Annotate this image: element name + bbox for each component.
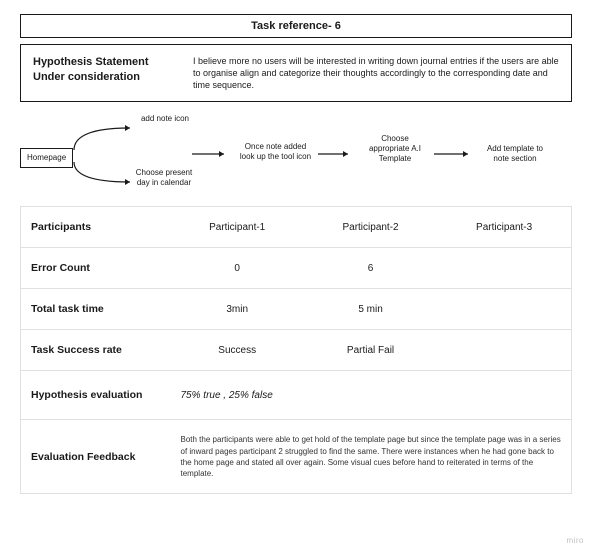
flow-node-choose-day: Choose present day in calendar bbox=[134, 168, 194, 188]
cell-feedback: Both the participants were able to get h… bbox=[171, 420, 572, 494]
cell: Success bbox=[171, 330, 304, 371]
table-row: Total task time 3min 5 min bbox=[21, 289, 572, 330]
row-label-success: Task Success rate bbox=[21, 330, 171, 371]
arrow-icon bbox=[70, 122, 140, 152]
table-row: Error Count 0 6 bbox=[21, 248, 572, 289]
header-p3: Participant-3 bbox=[437, 207, 571, 248]
results-table: Participants Participant-1 Participant-2… bbox=[20, 206, 572, 494]
flow-node-choose-template: Choose appropriate A.I Template bbox=[360, 134, 430, 164]
cell: 6 bbox=[304, 248, 437, 289]
row-label-feedback: Evaluation Feedback bbox=[21, 420, 171, 494]
cell: Partial Fail bbox=[304, 330, 437, 371]
flow-node-add-template: Add template to note section bbox=[480, 144, 550, 164]
cell bbox=[437, 330, 571, 371]
row-label-hypeval: Hypothesis evaluation bbox=[21, 371, 171, 420]
arrow-icon bbox=[70, 160, 140, 190]
hypothesis-text: I believe more no users will be interest… bbox=[193, 55, 559, 91]
flow-node-add-note: add note icon bbox=[140, 114, 190, 124]
header-p2: Participant-2 bbox=[304, 207, 437, 248]
task-reference-title: Task reference- 6 bbox=[20, 14, 572, 38]
feedback-text: Both the participants were able to get h… bbox=[181, 434, 562, 479]
table-row: Hypothesis evaluation 75% true , 25% fal… bbox=[21, 371, 572, 420]
cell-hypeval: 75% true , 25% false bbox=[171, 371, 572, 420]
flow-node-once-added: Once note added look up the tool icon bbox=[238, 142, 313, 162]
flow-node-homepage: Homepage bbox=[20, 148, 73, 168]
table-row: Evaluation Feedback Both the participant… bbox=[21, 420, 572, 494]
header-participants: Participants bbox=[21, 207, 171, 248]
cell: 0 bbox=[171, 248, 304, 289]
row-label-error: Error Count bbox=[21, 248, 171, 289]
cell: 3min bbox=[171, 289, 304, 330]
arrow-icon bbox=[192, 148, 232, 160]
hypothesis-label: Hypothesis Statement Under consideration bbox=[33, 55, 173, 91]
table-row: Task Success rate Success Partial Fail bbox=[21, 330, 572, 371]
table-header-row: Participants Participant-1 Participant-2… bbox=[21, 207, 572, 248]
arrow-icon bbox=[318, 148, 356, 160]
header-p1: Participant-1 bbox=[171, 207, 304, 248]
hypothesis-box: Hypothesis Statement Under consideration… bbox=[20, 44, 572, 102]
miro-watermark: miro bbox=[566, 536, 584, 545]
cell bbox=[437, 248, 571, 289]
arrow-icon bbox=[434, 148, 476, 160]
flow-diagram: Homepage add note icon Choose present da… bbox=[20, 112, 572, 202]
cell: 5 min bbox=[304, 289, 437, 330]
hypothesis-label-line1: Hypothesis Statement bbox=[33, 55, 173, 70]
hypothesis-label-line2: Under consideration bbox=[33, 70, 173, 85]
cell bbox=[437, 289, 571, 330]
row-label-time: Total task time bbox=[21, 289, 171, 330]
